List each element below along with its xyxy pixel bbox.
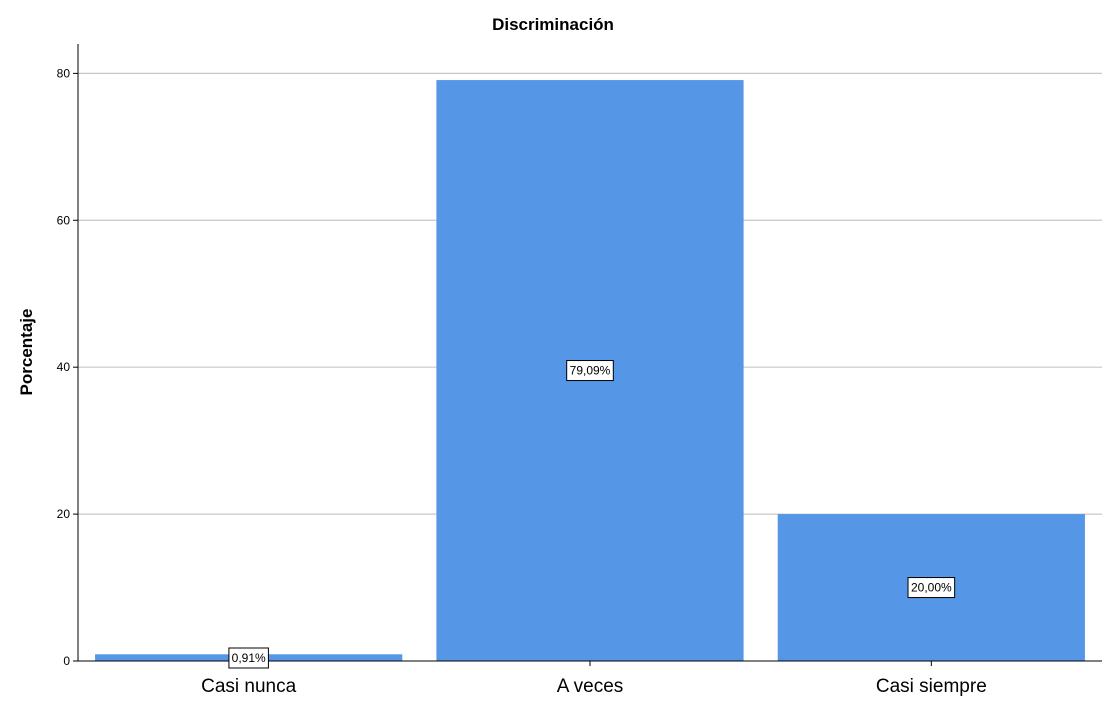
- data-label-text: 79,09%: [570, 364, 611, 378]
- x-tick-label: Casi siempre: [876, 676, 987, 697]
- tick-labels: 0 20 40 60 80 Casi nunca A veces Casi siempre: [57, 66, 987, 697]
- x-tick-label: A veces: [557, 676, 624, 697]
- data-labels: 0,91% 79,09% 20,00%: [228, 360, 956, 669]
- y-tick-label: 40: [57, 360, 71, 374]
- y-axis-label: Porcentaje: [17, 309, 36, 396]
- x-tick-label: Casi nunca: [201, 676, 296, 697]
- chart-title: Discriminación: [492, 15, 614, 34]
- y-tick-label: 80: [57, 66, 71, 80]
- y-tick-label: 0: [63, 654, 70, 668]
- data-label-text: 0,91%: [232, 651, 266, 665]
- data-label: 79,09%: [566, 360, 614, 382]
- data-label-box: [566, 360, 614, 382]
- data-label-box: [228, 647, 269, 669]
- data-label-text: 20,00%: [911, 581, 952, 595]
- y-tick-label: 20: [57, 507, 71, 521]
- data-label-box: [907, 577, 956, 599]
- data-label: 20,00%: [907, 577, 956, 599]
- y-tick-label: 60: [57, 213, 71, 227]
- data-label: 0,91%: [228, 647, 269, 669]
